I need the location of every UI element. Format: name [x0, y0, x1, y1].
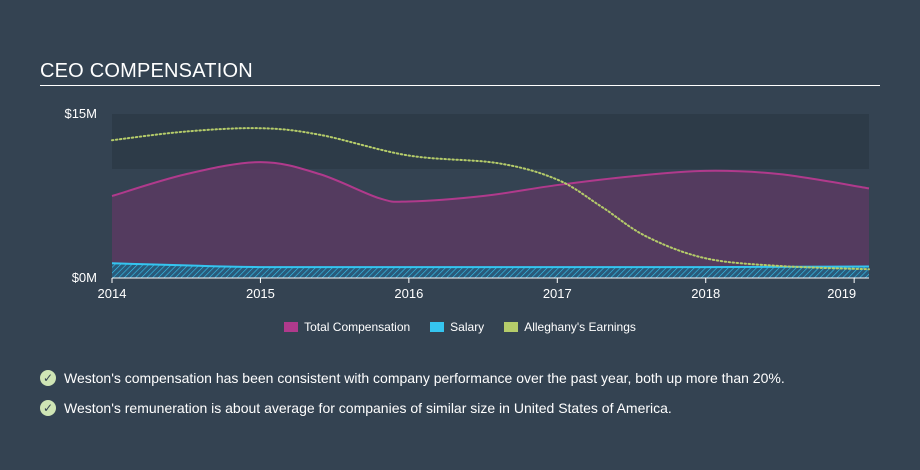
legend-item-earnings[interactable]: Alleghany's Earnings	[504, 320, 636, 334]
series-line-alleghany-s-earnings	[111, 127, 870, 271]
legend-item-total-compensation[interactable]: Total Compensation	[284, 320, 410, 334]
chart-title: CEO COMPENSATION	[40, 60, 253, 82]
note-text: Weston's remuneration is about average f…	[64, 400, 672, 416]
y-tick-label: $15M	[64, 106, 97, 121]
legend-label-total-compensation: Total Compensation	[304, 320, 411, 334]
x-tick-label: 2018	[691, 286, 720, 301]
chart-legend: Total Compensation Salary Alleghany's Ea…	[0, 320, 920, 334]
x-tick-label: 2015	[246, 286, 275, 301]
series-area-salary	[112, 263, 869, 278]
legend-item-salary[interactable]: Salary	[430, 320, 484, 334]
legend-swatch-earnings	[504, 322, 519, 332]
series-line-total-compensation	[111, 161, 870, 203]
legend-label-earnings: Alleghany's Earnings	[524, 320, 636, 334]
check-icon: ✓	[40, 400, 56, 416]
legend-label-salary: Salary	[450, 320, 485, 334]
note-item: ✓ Weston's remuneration is about average…	[40, 398, 785, 418]
plot-band-upper	[112, 114, 869, 169]
check-icon: ✓	[40, 370, 56, 386]
notes-list: ✓ Weston's compensation has been consist…	[40, 368, 785, 428]
x-tick-label: 2016	[394, 286, 423, 301]
note-text: Weston's compensation has been consisten…	[64, 370, 785, 386]
series-line-salary	[111, 262, 870, 269]
legend-swatch-salary	[430, 322, 445, 332]
series-area-total-compensation	[112, 162, 869, 278]
y-tick-label: $0M	[72, 270, 97, 285]
title-divider	[40, 85, 880, 86]
legend-swatch-total-compensation	[284, 322, 299, 332]
x-tick-label: 2014	[98, 286, 127, 301]
x-tick-label: 2019	[827, 286, 856, 301]
x-tick-label: 2017	[543, 286, 572, 301]
note-item: ✓ Weston's compensation has been consist…	[40, 368, 785, 388]
